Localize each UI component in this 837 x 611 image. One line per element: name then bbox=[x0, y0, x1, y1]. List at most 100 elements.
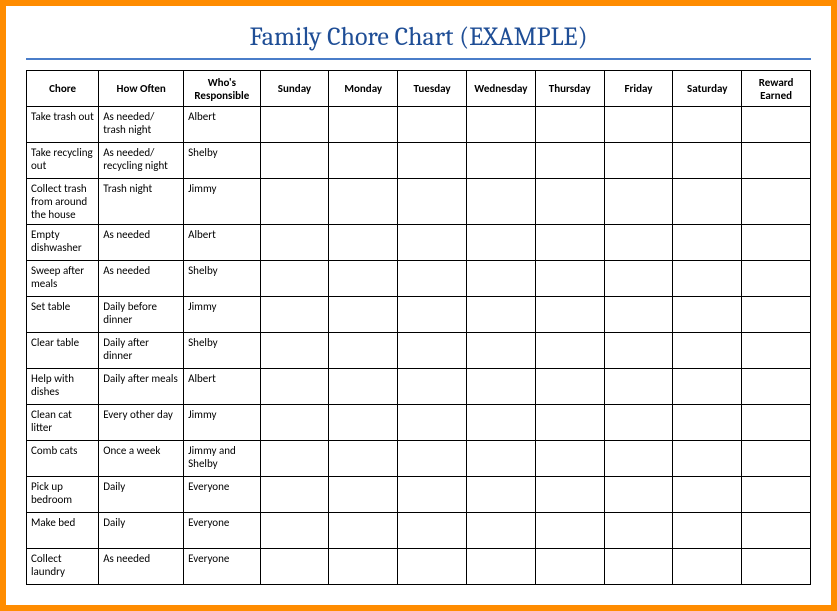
cell-friday bbox=[604, 549, 673, 585]
cell-chore: Pick up bedroom bbox=[27, 477, 99, 513]
cell-thursday bbox=[535, 477, 604, 513]
cell-reward bbox=[742, 513, 811, 549]
cell-chore: Help with dishes bbox=[27, 369, 99, 405]
table-row: Clean cat litterEvery other dayJimmy bbox=[27, 405, 811, 441]
cell-monday bbox=[329, 261, 398, 297]
cell-thursday bbox=[535, 107, 604, 143]
cell-tuesday bbox=[398, 441, 467, 477]
cell-wednesday bbox=[466, 513, 535, 549]
cell-wednesday bbox=[466, 107, 535, 143]
cell-how_often: Every other day bbox=[99, 405, 184, 441]
cell-sunday bbox=[260, 333, 329, 369]
cell-thursday bbox=[535, 333, 604, 369]
table-row: Help with dishesDaily after mealsAlbert bbox=[27, 369, 811, 405]
cell-saturday bbox=[673, 225, 742, 261]
cell-sunday bbox=[260, 549, 329, 585]
cell-wednesday bbox=[466, 225, 535, 261]
cell-wednesday bbox=[466, 369, 535, 405]
cell-sunday bbox=[260, 107, 329, 143]
cell-wednesday bbox=[466, 405, 535, 441]
cell-reward bbox=[742, 225, 811, 261]
cell-monday bbox=[329, 107, 398, 143]
cell-tuesday bbox=[398, 549, 467, 585]
cell-who: Jimmy bbox=[184, 297, 260, 333]
cell-thursday bbox=[535, 441, 604, 477]
cell-saturday bbox=[673, 297, 742, 333]
cell-tuesday bbox=[398, 333, 467, 369]
table-row: Make bedDailyEveryone bbox=[27, 513, 811, 549]
cell-thursday bbox=[535, 261, 604, 297]
cell-tuesday bbox=[398, 261, 467, 297]
cell-friday bbox=[604, 179, 673, 225]
cell-friday bbox=[604, 333, 673, 369]
table-row: Collect trash from around the houseTrash… bbox=[27, 179, 811, 225]
col-header-how-often: How Often bbox=[99, 71, 184, 107]
cell-wednesday bbox=[466, 297, 535, 333]
cell-wednesday bbox=[466, 477, 535, 513]
cell-monday bbox=[329, 369, 398, 405]
cell-how_often: Daily bbox=[99, 477, 184, 513]
cell-chore: Clean cat litter bbox=[27, 405, 99, 441]
cell-friday bbox=[604, 477, 673, 513]
cell-who: Jimmy bbox=[184, 179, 260, 225]
cell-reward bbox=[742, 179, 811, 225]
cell-reward bbox=[742, 143, 811, 179]
cell-how_often: Once a week bbox=[99, 441, 184, 477]
cell-chore: Make bed bbox=[27, 513, 99, 549]
col-header-sunday: Sunday bbox=[260, 71, 329, 107]
cell-thursday bbox=[535, 513, 604, 549]
cell-wednesday bbox=[466, 143, 535, 179]
table-row: Take recycling outAs needed/ recycling n… bbox=[27, 143, 811, 179]
table-body: Take trash outAs needed/ trash nightAlbe… bbox=[27, 107, 811, 585]
cell-tuesday bbox=[398, 405, 467, 441]
cell-friday bbox=[604, 405, 673, 441]
cell-reward bbox=[742, 261, 811, 297]
cell-saturday bbox=[673, 369, 742, 405]
cell-thursday bbox=[535, 225, 604, 261]
table-row: Sweep after mealsAs neededShelby bbox=[27, 261, 811, 297]
table-row: Take trash outAs needed/ trash nightAlbe… bbox=[27, 107, 811, 143]
cell-chore: Take recycling out bbox=[27, 143, 99, 179]
cell-reward bbox=[742, 549, 811, 585]
cell-monday bbox=[329, 297, 398, 333]
cell-monday bbox=[329, 513, 398, 549]
col-header-saturday: Saturday bbox=[673, 71, 742, 107]
cell-friday bbox=[604, 441, 673, 477]
cell-chore: Sweep after meals bbox=[27, 261, 99, 297]
cell-saturday bbox=[673, 477, 742, 513]
cell-saturday bbox=[673, 405, 742, 441]
cell-sunday bbox=[260, 225, 329, 261]
cell-sunday bbox=[260, 179, 329, 225]
cell-thursday bbox=[535, 143, 604, 179]
cell-monday bbox=[329, 225, 398, 261]
cell-friday bbox=[604, 107, 673, 143]
col-header-chore: Chore bbox=[27, 71, 99, 107]
cell-reward bbox=[742, 441, 811, 477]
cell-chore: Collect laundry bbox=[27, 549, 99, 585]
col-header-who: Who's Responsible bbox=[184, 71, 260, 107]
cell-sunday bbox=[260, 369, 329, 405]
cell-who: Shelby bbox=[184, 143, 260, 179]
table-head: Chore How Often Who's Responsible Sunday… bbox=[27, 71, 811, 107]
cell-chore: Empty dishwasher bbox=[27, 225, 99, 261]
cell-reward bbox=[742, 477, 811, 513]
cell-who: Jimmy and Shelby bbox=[184, 441, 260, 477]
cell-thursday bbox=[535, 297, 604, 333]
cell-how_often: As needed bbox=[99, 225, 184, 261]
cell-saturday bbox=[673, 549, 742, 585]
cell-friday bbox=[604, 369, 673, 405]
cell-friday bbox=[604, 513, 673, 549]
document-frame: Family Chore Chart (EXAMPLE) Chore How O… bbox=[0, 0, 837, 611]
cell-monday bbox=[329, 477, 398, 513]
cell-sunday bbox=[260, 261, 329, 297]
cell-saturday bbox=[673, 179, 742, 225]
cell-chore: Clear table bbox=[27, 333, 99, 369]
cell-how_often: Trash night bbox=[99, 179, 184, 225]
cell-saturday bbox=[673, 441, 742, 477]
cell-reward bbox=[742, 405, 811, 441]
cell-tuesday bbox=[398, 297, 467, 333]
cell-saturday bbox=[673, 107, 742, 143]
cell-sunday bbox=[260, 297, 329, 333]
cell-wednesday bbox=[466, 333, 535, 369]
cell-reward bbox=[742, 107, 811, 143]
